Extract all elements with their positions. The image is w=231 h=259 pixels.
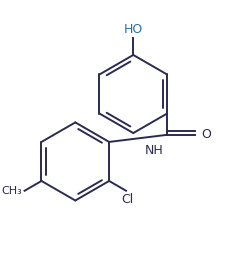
Text: HO: HO — [124, 23, 143, 36]
Text: NH: NH — [145, 144, 164, 157]
Text: CH₃: CH₃ — [1, 186, 22, 196]
Text: O: O — [201, 128, 211, 141]
Text: Cl: Cl — [121, 193, 133, 206]
